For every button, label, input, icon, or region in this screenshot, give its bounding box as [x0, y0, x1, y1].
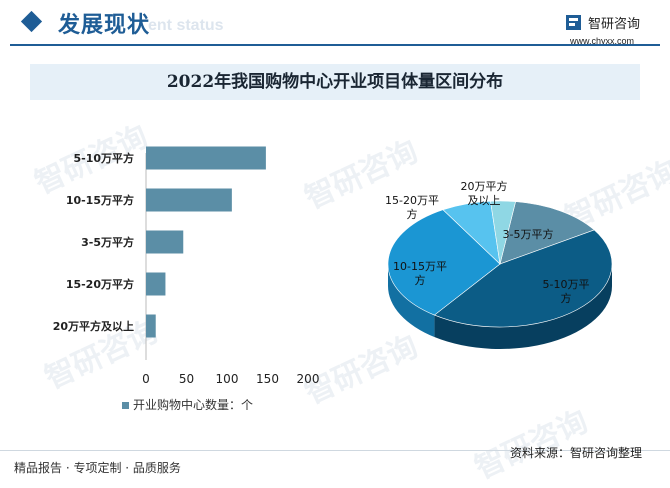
chart-title: 2022年我国购物中心开业项目体量区间分布	[166, 72, 504, 92]
bar	[146, 272, 166, 296]
x-tick-label: 100	[216, 372, 239, 386]
x-tick-label: 50	[179, 372, 194, 386]
header: ent status 发展现状 智研咨询 www.chyxx.com	[0, 0, 670, 48]
page-title: 发展现状	[58, 13, 151, 38]
pie-slice	[433, 229, 613, 328]
bar	[146, 314, 156, 338]
category-label: 20万平方及以上	[53, 319, 134, 333]
category-label: 5-10万平方	[73, 151, 134, 165]
x-tick-label: 0	[142, 372, 150, 386]
x-tick-label: 200	[297, 372, 320, 386]
category-label: 10-15万平方	[66, 193, 134, 207]
pie-slice-label: 方	[407, 207, 418, 221]
x-tick-label: 150	[256, 372, 279, 386]
bar-legend: 开业购物中心数量：个	[122, 396, 253, 413]
legend-swatch	[122, 402, 129, 409]
pie-slice-label: 10-15万平	[393, 260, 447, 273]
pie-slice-side	[434, 264, 612, 350]
bar	[146, 230, 184, 254]
bar	[146, 188, 232, 212]
category-label: 15-20万平方	[66, 277, 134, 291]
pie-slice-label: 方	[415, 273, 426, 287]
pie-slice	[499, 201, 595, 265]
bar	[146, 146, 266, 170]
pie-slice	[387, 209, 501, 316]
brand-url: www.chyxx.com	[570, 36, 635, 46]
pie-slice-label: 方	[561, 291, 572, 305]
pie-slice-label: 20万平方	[461, 179, 508, 193]
header-subtitle-en: ent status	[148, 17, 224, 34]
pie-slice-label: 15-20万平	[385, 194, 439, 207]
pie-slice-label: 及以上	[468, 194, 501, 207]
footer-tagline: 精品报告 · 专项定制 · 品质服务	[14, 461, 181, 475]
pie-slice	[490, 200, 516, 265]
category-label: 3-5万平方	[81, 235, 134, 249]
legend-label: 开业购物中心数量：个	[133, 398, 254, 412]
header-divider	[10, 44, 660, 46]
footer-divider	[0, 450, 670, 451]
pie-slice-label: 3-5万平方	[503, 227, 554, 241]
pie-slice-side	[388, 264, 435, 338]
pie-slice-label: 5-10万平	[543, 278, 590, 291]
brand-name: 智研咨询	[588, 17, 641, 32]
brand-logo-icon	[566, 15, 581, 30]
source-note: 资料来源：智研咨询整理	[510, 446, 643, 460]
chart-title-box: 2022年我国购物中心开业项目体量区间分布	[30, 64, 640, 100]
